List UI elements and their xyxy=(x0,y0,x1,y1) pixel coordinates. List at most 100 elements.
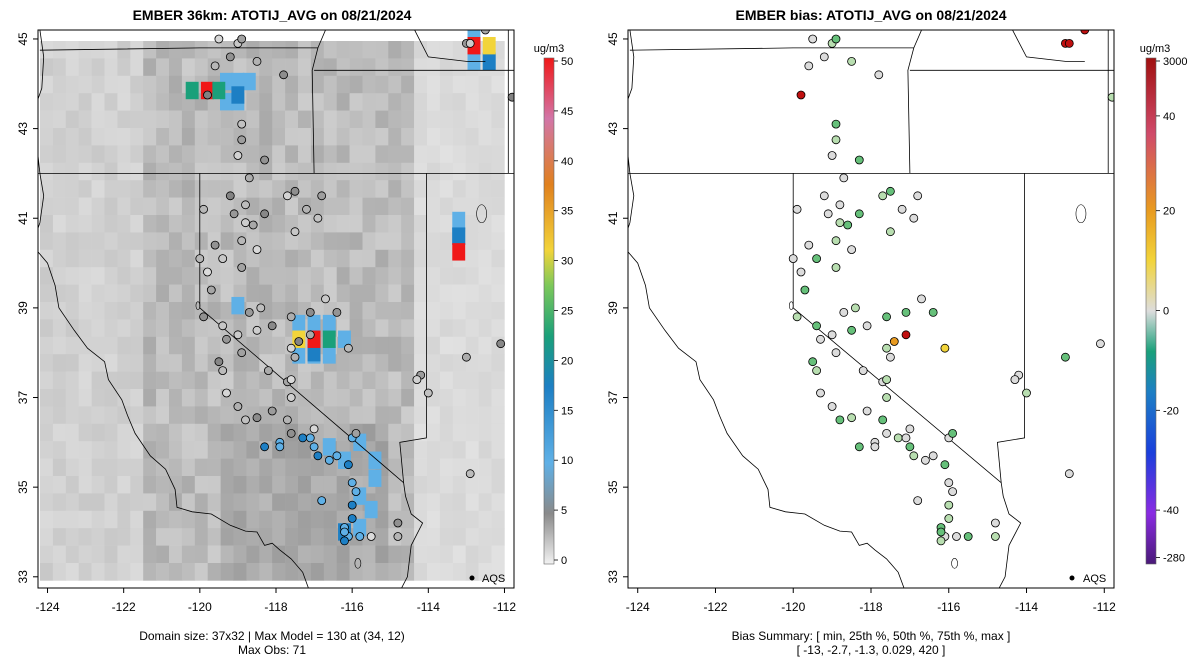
observation-site xyxy=(936,527,946,537)
grid-cell xyxy=(310,389,325,407)
grid-cell xyxy=(491,354,505,372)
grid-cell xyxy=(439,267,454,285)
observation-site xyxy=(909,213,919,223)
grid-cell xyxy=(349,93,363,111)
grid-cell xyxy=(246,180,260,198)
grid-cell xyxy=(52,197,67,216)
grid-cell xyxy=(336,563,350,581)
grid-cell xyxy=(388,371,402,390)
grid-cell-hot xyxy=(368,451,382,469)
state-border xyxy=(414,30,486,62)
grid-cell xyxy=(40,563,54,581)
grid-cell xyxy=(259,180,273,198)
observation-site xyxy=(831,236,841,246)
grid-cell xyxy=(452,197,466,216)
grid-cell xyxy=(40,423,54,442)
grid-cell xyxy=(143,75,157,94)
grid-cell xyxy=(52,128,67,146)
grid-cell xyxy=(91,215,105,233)
grid-cell xyxy=(427,197,441,216)
grid-cell xyxy=(401,58,415,77)
observation-site xyxy=(305,433,315,443)
observation-site xyxy=(882,428,891,438)
observation-site xyxy=(324,455,334,465)
grid-cell xyxy=(465,284,479,303)
grid-cell xyxy=(401,162,415,181)
grid-cell xyxy=(156,93,170,111)
grid-cell xyxy=(375,563,389,581)
observation-site xyxy=(905,442,915,452)
grid-cell xyxy=(52,545,67,564)
observation-site xyxy=(851,303,860,313)
x-tick-label: -112 xyxy=(493,600,516,614)
observation-site xyxy=(244,173,254,183)
grid-cell xyxy=(427,406,441,425)
grid-cell xyxy=(181,41,196,59)
grid-cell xyxy=(65,336,79,355)
grid-cell xyxy=(349,75,363,94)
grid-cell xyxy=(465,75,479,94)
grid-cell xyxy=(91,441,105,459)
grid-cell xyxy=(272,145,286,164)
grid-cell xyxy=(91,423,105,442)
grid-cell xyxy=(220,441,234,459)
grid-cell xyxy=(143,145,157,164)
grid-cell xyxy=(246,423,260,442)
grid-cell xyxy=(117,93,131,111)
observation-site xyxy=(819,52,829,62)
lake-outline xyxy=(354,558,362,569)
grid-cell xyxy=(478,267,492,285)
grid-cell xyxy=(375,545,389,564)
grid-cell xyxy=(246,128,260,146)
grid-cell-hot xyxy=(231,86,245,104)
observation-site xyxy=(317,191,327,201)
grid-cell xyxy=(130,249,144,268)
grid-cell xyxy=(478,197,492,216)
observation-site xyxy=(218,366,228,376)
grid-cell xyxy=(130,389,144,407)
grid-cell xyxy=(143,493,157,512)
grid-cell xyxy=(285,441,299,459)
grid-cell xyxy=(375,302,389,320)
grid-cell xyxy=(439,232,454,251)
grid-cell xyxy=(40,302,54,320)
grid-cell xyxy=(452,441,466,459)
grid-cell xyxy=(104,389,118,407)
grid-cell xyxy=(117,493,131,512)
observation-site xyxy=(944,514,954,523)
grid-cell xyxy=(491,371,505,390)
grid-cell xyxy=(427,249,441,268)
grid-cell xyxy=(169,93,183,111)
grid-cell xyxy=(285,197,299,216)
grid-cell xyxy=(349,162,363,181)
observation-site xyxy=(1064,469,1074,479)
grid-cell xyxy=(465,232,479,251)
grid-cell xyxy=(439,510,454,529)
grid-cell xyxy=(156,563,170,581)
lake-outline xyxy=(195,301,201,310)
grid-cell xyxy=(130,93,144,111)
grid-cell xyxy=(285,563,299,581)
grid-cell xyxy=(323,249,337,268)
colorbar-tick-label: 45 xyxy=(561,106,573,118)
observation-site xyxy=(839,307,849,317)
grid-cell xyxy=(65,145,79,164)
grid-cell xyxy=(427,510,441,529)
grid-cell xyxy=(349,284,363,303)
grid-cell xyxy=(401,41,415,59)
grid-cell xyxy=(439,389,454,407)
y-tick-label: 33 xyxy=(16,570,30,584)
colorbar-tick-label: -280 xyxy=(1163,553,1185,565)
grid-cell xyxy=(272,493,286,512)
grid-cell xyxy=(194,58,208,77)
grid-cell xyxy=(285,232,299,251)
grid-cell xyxy=(349,41,363,59)
observation-site xyxy=(963,532,973,541)
observation-site xyxy=(218,254,228,264)
grid-cell xyxy=(52,406,67,425)
grid-cell xyxy=(156,423,170,442)
grid-cell xyxy=(246,93,260,111)
grid-cell xyxy=(91,476,105,494)
grid-cell xyxy=(194,545,208,564)
grid-cell xyxy=(130,284,144,303)
